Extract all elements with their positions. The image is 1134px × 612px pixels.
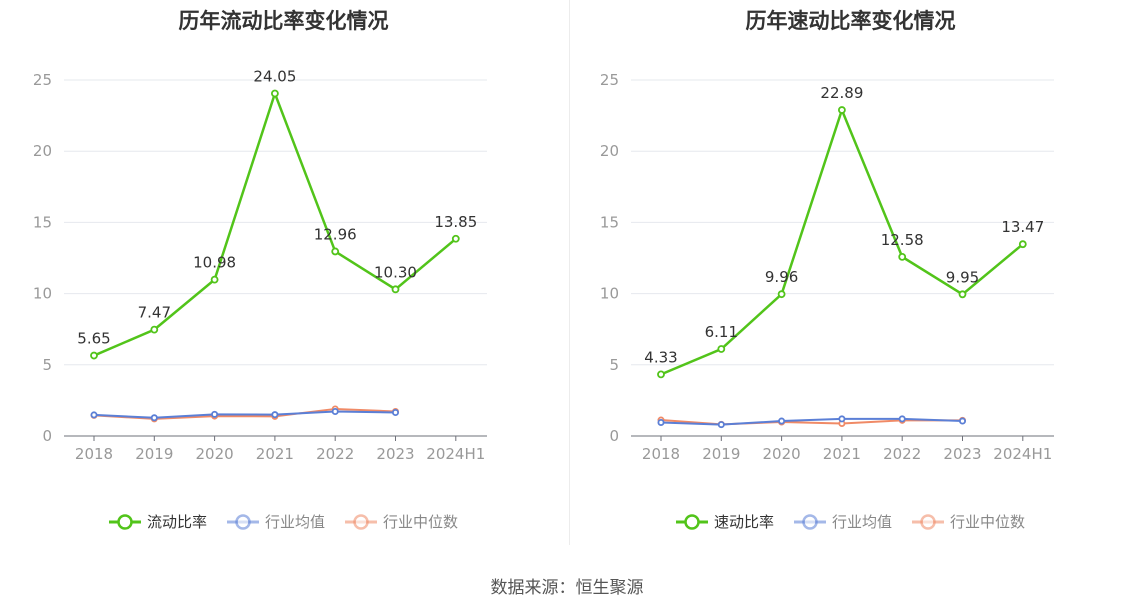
data-point[interactable] [331,247,340,256]
y-tick-label: 0 [42,427,52,445]
data-point[interactable] [270,89,279,98]
data-point[interactable] [778,417,786,425]
chart-title: 历年速动比率变化情况 [745,9,956,33]
y-tick-label: 25 [600,71,619,89]
legend-marker-icon [920,514,936,530]
x-tick-label: 2022 [316,445,354,463]
data-point[interactable] [150,414,158,422]
y-tick-label: 5 [609,356,619,374]
data-label: 12.58 [881,231,924,249]
data-label: 4.33 [644,348,677,366]
x-tick-label: 2021 [256,445,294,463]
legend-label: 行业中位数 [950,513,1025,531]
y-tick-label: 20 [600,142,619,160]
data-label: 9.96 [765,268,798,286]
legend-label: 流动比率 [147,513,207,531]
legend-marker-icon [117,514,133,530]
y-tick-label: 0 [609,427,619,445]
y-tick-label: 15 [600,213,619,231]
data-label: 6.11 [705,323,738,341]
x-tick-label: 2019 [702,445,740,463]
legend-item[interactable]: 行业中位数 [912,513,1025,531]
chart-title: 历年流动比率变化情况 [178,9,389,33]
x-tick-label: 2023 [943,445,981,463]
data-label: 24.05 [253,68,296,86]
data-point[interactable] [958,290,967,299]
x-tick-label: 2018 [642,445,680,463]
data-label: 9.95 [946,268,979,286]
x-tick-label: 2018 [75,445,113,463]
y-tick-label: 5 [42,356,52,374]
data-label: 12.96 [314,225,357,243]
quick-ratio-chart: 0 5 10 15 20 25 2018 2019 2020 2021 2022 2023 2024H1… [600,71,1054,531]
series-line [93,410,396,419]
data-point[interactable] [331,408,339,416]
data-point[interactable] [717,421,725,429]
x-tick-label: 2020 [196,445,234,463]
data-point[interactable] [90,411,98,419]
y-tick-label: 25 [33,71,52,89]
data-point[interactable] [777,290,786,299]
data-point[interactable] [657,418,665,426]
current-ratio-chart: 0 5 10 15 20 25 2018 2019 2020 2021 2022 2023 2024H1… [33,68,487,531]
data-point[interactable] [211,410,219,418]
data-label: 13.47 [1001,218,1044,236]
series-line [660,417,963,426]
data-point[interactable] [898,415,906,423]
legend-marker-icon [684,514,700,530]
x-tick-label: 2019 [135,445,173,463]
data-point[interactable] [1018,240,1027,249]
legend-item[interactable]: 流动比率 [109,513,207,531]
data-point[interactable] [451,234,460,243]
data-point[interactable] [150,325,159,334]
legend-marker-icon [353,514,369,530]
legend-item[interactable]: 行业均值 [227,513,325,531]
y-tick-label: 10 [33,285,52,303]
legend-label: 行业均值 [265,513,325,531]
right-chart-panel: 历年速动比率变化情况 0 5 10 15 20 25 2018 2019 2020 2021 202… [567,0,1134,545]
legend-label: 行业中位数 [383,513,458,531]
y-tick-label: 10 [600,285,619,303]
legend-item[interactable]: 行业中位数 [345,513,458,531]
data-point[interactable] [838,415,846,423]
x-tick-label: 2022 [883,445,921,463]
data-label: 10.30 [374,263,417,281]
data-point[interactable] [717,345,726,353]
legend-item[interactable]: 速动比率 [676,513,774,531]
data-point[interactable] [90,351,98,360]
x-tick-label: 2020 [763,445,801,463]
panel-divider [569,0,570,545]
legend-marker-icon [802,514,818,530]
x-tick-label: 2021 [823,445,861,463]
data-point[interactable] [271,411,279,419]
legend-item[interactable]: 行业均值 [794,513,892,531]
legend-marker-icon [235,514,251,530]
data-label: 22.89 [820,84,863,102]
x-tick-label: 2024H1 [993,445,1052,463]
data-point[interactable] [837,106,846,114]
data-source-note: 数据来源：恒生聚源 [490,578,644,598]
data-label: 13.85 [434,213,477,231]
legend-label: 速动比率 [714,513,774,531]
y-tick-label: 15 [33,213,52,231]
data-point[interactable] [958,417,966,425]
data-label: 7.47 [138,304,171,322]
y-tick-label: 20 [33,142,52,160]
series-line [93,407,396,420]
data-point[interactable] [210,275,219,284]
data-point[interactable] [391,285,400,294]
data-point[interactable] [391,409,399,417]
data-label: 10.98 [193,254,236,272]
data-point[interactable] [898,252,907,261]
data-point[interactable] [657,370,665,379]
data-label: 5.65 [77,330,110,348]
x-tick-label: 2023 [376,445,414,463]
legend-label: 行业均值 [832,513,892,531]
left-chart-panel: 历年流动比率变化情况 0 5 10 15 20 25 2018 2019 2020 2021 202… [0,0,567,545]
x-tick-label: 2024H1 [426,445,485,463]
